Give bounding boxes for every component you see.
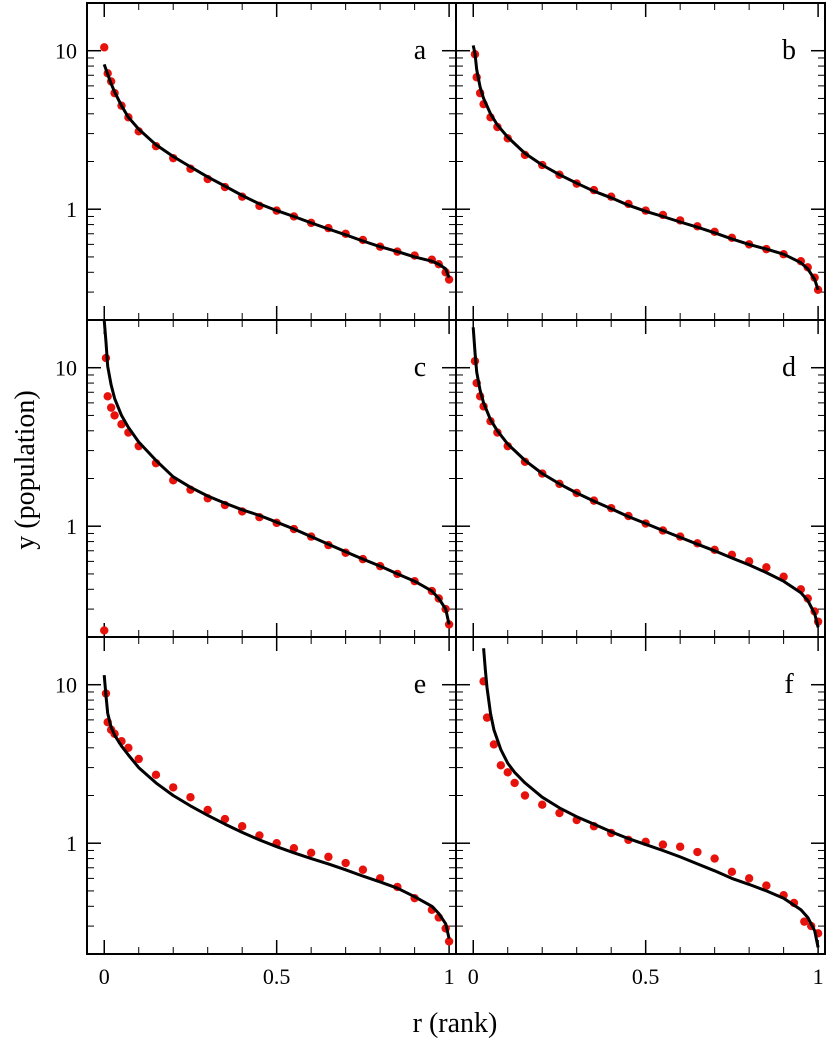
data-point [762, 881, 771, 890]
data-point [503, 768, 512, 777]
data-point [510, 778, 519, 788]
data-point [800, 917, 809, 926]
y-tick-label: 1 [66, 197, 77, 222]
panel-d: d [455, 319, 826, 638]
panel-a: a [86, 2, 457, 321]
data-point [710, 854, 719, 863]
y-axis-title: y (population) [10, 390, 41, 549]
fit-curve [102, 674, 451, 939]
fit-curve [482, 648, 820, 948]
data-point [110, 411, 119, 420]
panel-b: b [455, 2, 826, 321]
data-point [117, 420, 126, 429]
fit-curve [102, 320, 451, 625]
data-point [358, 865, 368, 874]
data-point [341, 858, 350, 868]
panel-frame [455, 636, 826, 955]
data-point [520, 791, 530, 800]
data-point [496, 761, 506, 770]
panel-label: c [414, 352, 426, 383]
y-tick-label: 1 [66, 514, 77, 539]
fit-curve [102, 63, 451, 279]
data-point [489, 740, 499, 749]
y-tick-label: 10 [55, 39, 77, 64]
panel-label: a [414, 35, 427, 66]
y-tick-label: 10 [55, 356, 77, 381]
panel-data [100, 43, 454, 284]
panel-label: d [782, 352, 796, 383]
x-tick-labels: 0 0.5 1 0 0.5 1 [99, 964, 824, 989]
panel-label: b [782, 35, 796, 66]
fit-curve [471, 45, 820, 291]
panel-data [101, 674, 454, 946]
panel-frame [86, 636, 457, 955]
data-point [762, 563, 771, 572]
panel-data [100, 320, 454, 635]
data-point [220, 814, 230, 824]
x-tick-label: 0.5 [263, 964, 291, 989]
data-point [289, 844, 299, 853]
x-tick-label: 1 [813, 964, 824, 989]
y-tick-labels: 1 10 1 10 1 10 [55, 39, 77, 857]
data-point [106, 403, 116, 412]
x-axis-title: r (rank) [413, 1008, 498, 1039]
fit-curve [471, 327, 820, 628]
data-point [744, 874, 754, 883]
x-tick-label: 1 [444, 964, 455, 989]
panel-data [470, 327, 823, 628]
panels-group: a b c d e f [86, 2, 826, 955]
panel-label: f [784, 669, 794, 700]
data-point [103, 392, 112, 401]
data-point [444, 275, 454, 284]
y-tick-label: 1 [66, 831, 77, 856]
panel-e: e [86, 636, 457, 955]
panel-frame [455, 319, 826, 638]
data-point [675, 842, 685, 851]
data-point [555, 808, 564, 818]
panel-f: f [455, 636, 826, 955]
data-point [444, 937, 454, 946]
data-point [727, 867, 737, 877]
x-tick-label: 0 [468, 964, 479, 989]
x-tick-label: 0.5 [632, 964, 660, 989]
data-point [482, 713, 492, 722]
data-point [324, 852, 333, 862]
x-tick-label: 0 [99, 964, 110, 989]
data-point [658, 840, 668, 849]
data-point [169, 783, 178, 792]
y-tick-label: 10 [55, 673, 77, 698]
panel-frame [455, 2, 826, 321]
data-point [444, 620, 454, 629]
data-point [151, 770, 161, 780]
panel-data [479, 648, 823, 948]
data-point [134, 754, 143, 764]
data-point [306, 848, 316, 857]
data-point [203, 805, 212, 815]
panel-label: e [414, 669, 426, 700]
panel-c: c [86, 319, 457, 638]
data-point [100, 43, 109, 52]
data-point [237, 822, 247, 831]
data-point [693, 847, 702, 857]
data-point [538, 800, 547, 809]
data-point [186, 793, 195, 802]
panel-frame [86, 2, 457, 321]
panel-frame [86, 319, 457, 638]
data-point [100, 626, 109, 635]
panel-data [470, 45, 823, 295]
